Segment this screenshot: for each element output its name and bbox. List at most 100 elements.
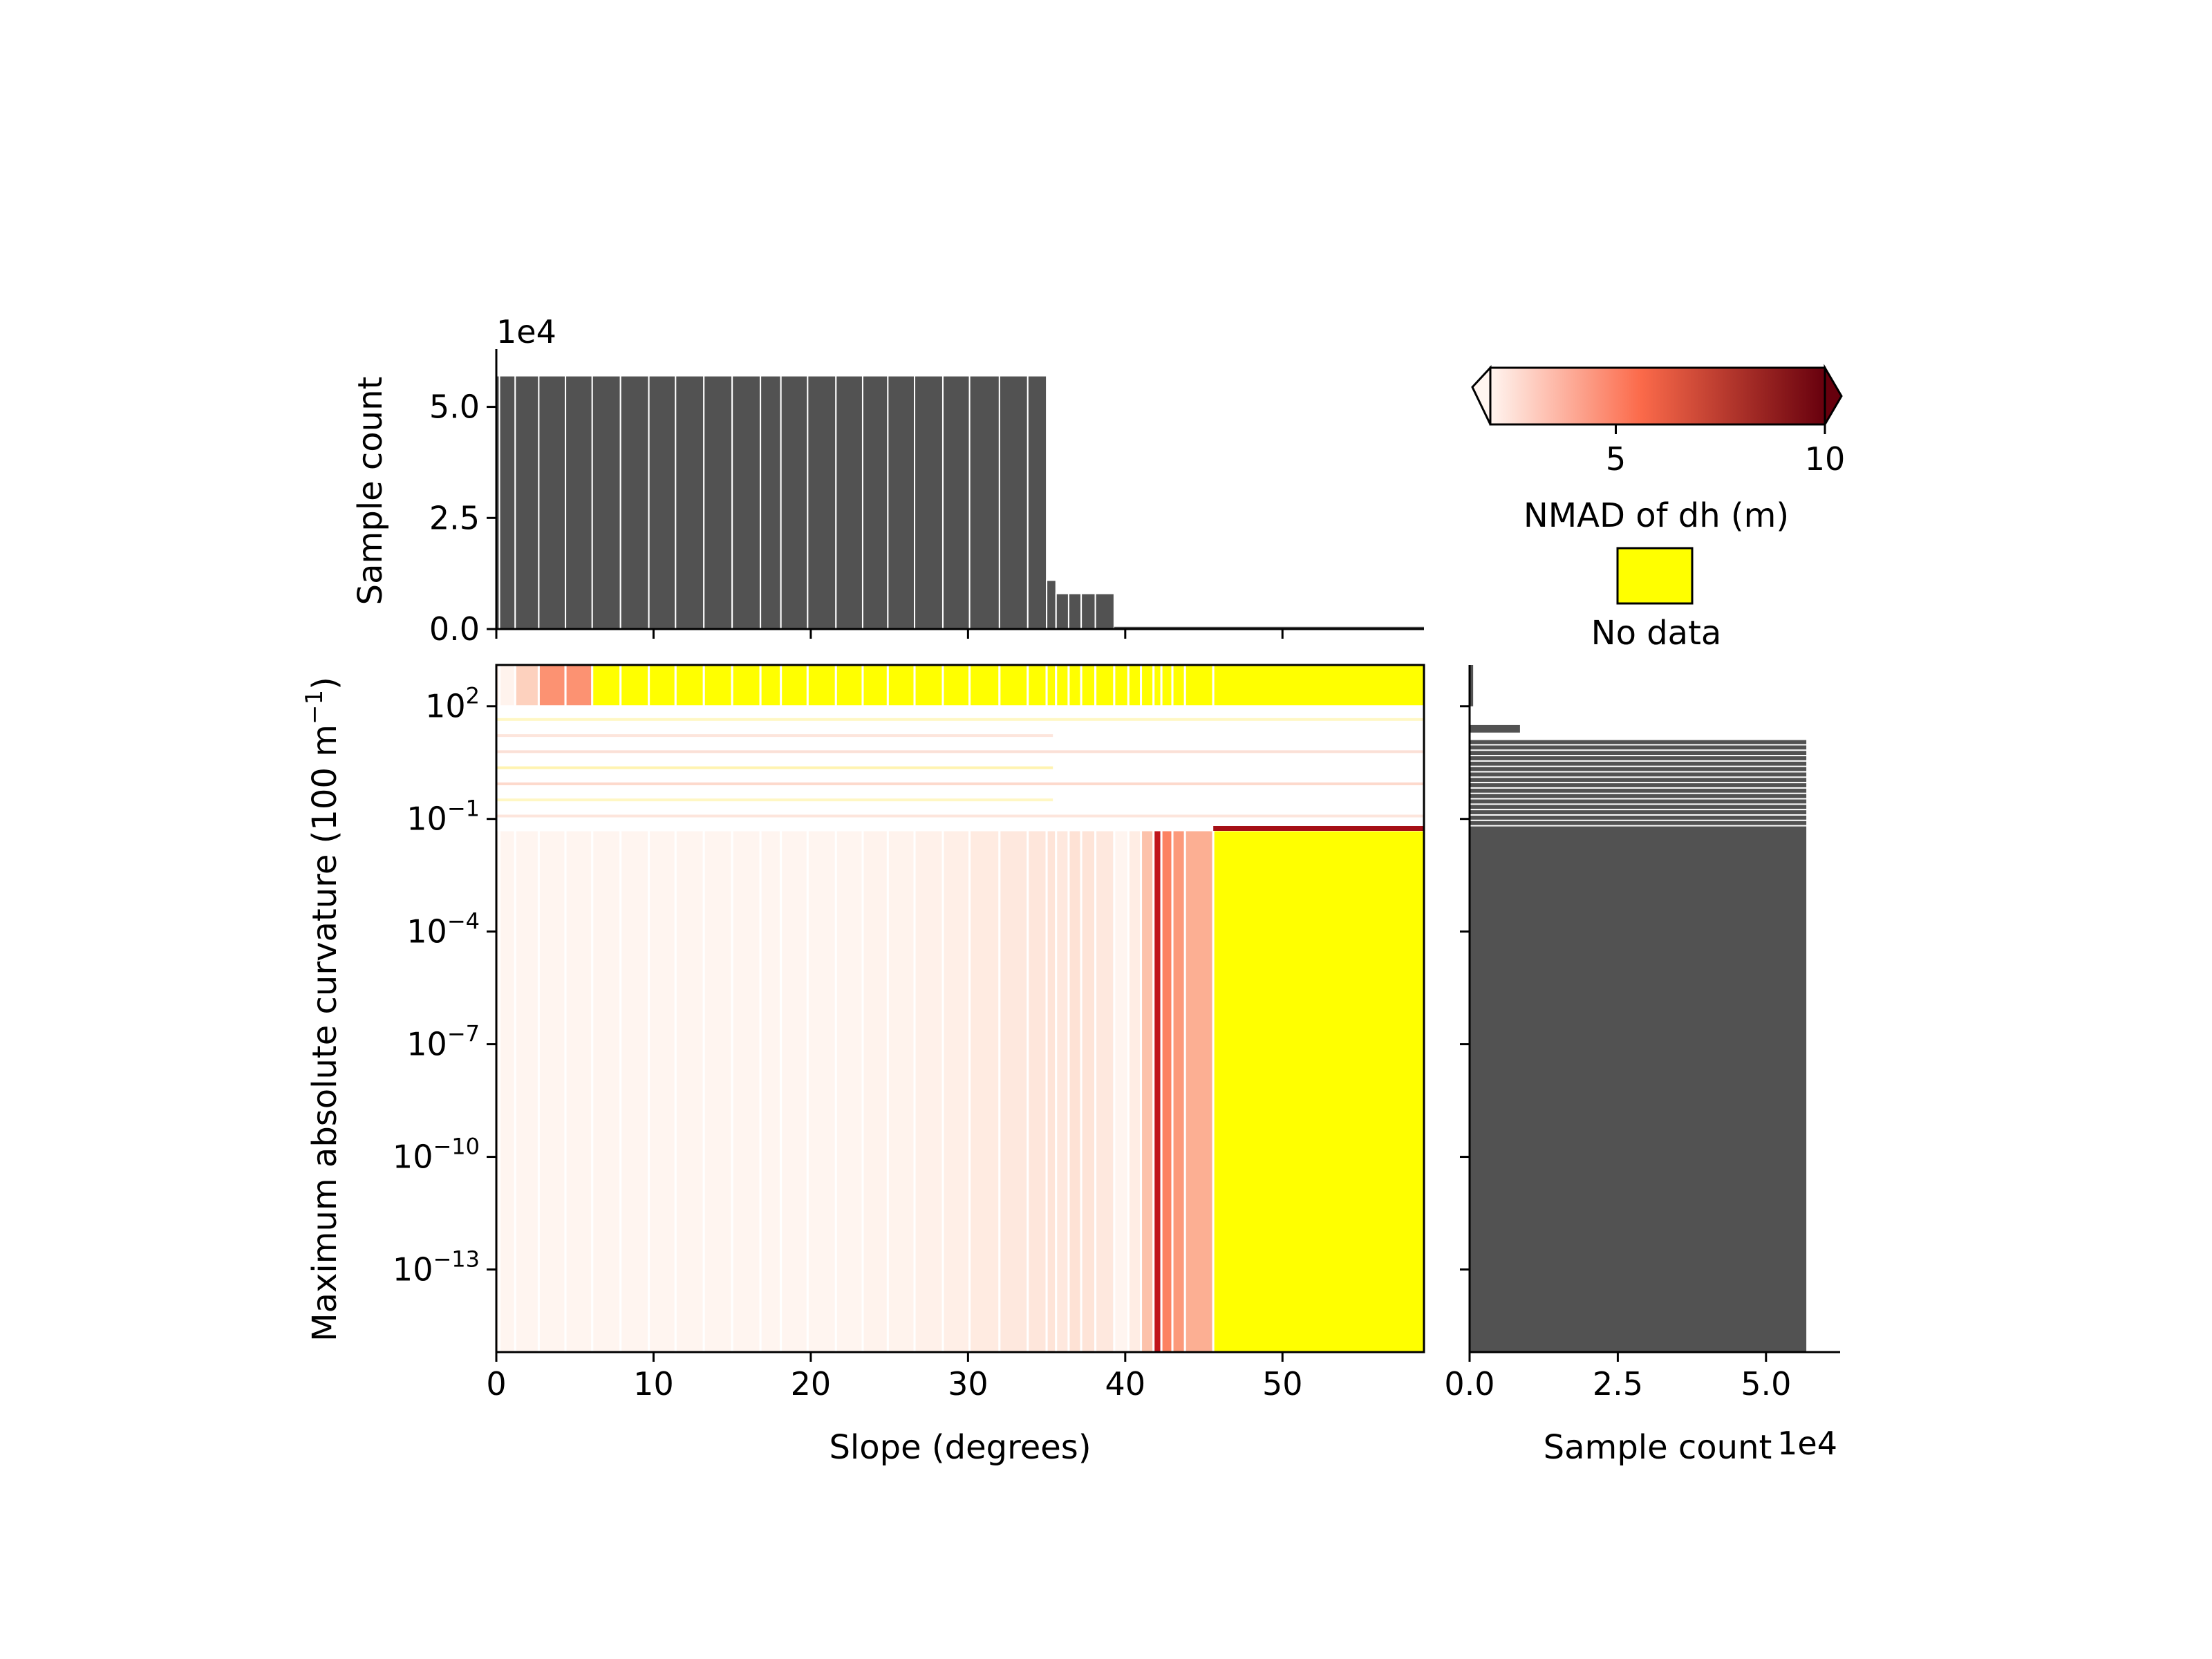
right-histogram-fringe-bar <box>1470 794 1807 798</box>
heatmap-cell-high <box>702 664 733 708</box>
colorbar-label: NMAD of dh (m) <box>1524 496 1789 535</box>
heatmap-cell-high <box>591 664 622 708</box>
nodata-label: No data <box>1591 614 1722 653</box>
heatmap-cell-high <box>1160 664 1174 708</box>
heatmap-cell-low <box>591 829 622 1353</box>
heatmap-cell-high <box>1212 664 1425 708</box>
heatmap-cell-low <box>1027 829 1048 1353</box>
right-histogram-fringe-bar <box>1470 751 1807 756</box>
heatmap-cell-low <box>968 829 1001 1353</box>
heatmap-cell-low <box>1183 829 1215 1353</box>
colorbar-extend-low <box>1471 365 1492 425</box>
heatmap-cell-low <box>806 829 837 1353</box>
top-histogram-ylabel: Sample count <box>351 377 390 606</box>
heatmap-cell-high <box>1045 664 1058 708</box>
right-histogram-offset-label: 1e4 <box>1777 1425 1837 1462</box>
top-histogram-bar <box>760 375 782 630</box>
heatmap-cell-low <box>1055 829 1070 1353</box>
heatmap-ytick-exponent: −7 <box>447 1021 480 1047</box>
heatmap-cell-low <box>674 829 705 1353</box>
heatmap-cell-low <box>702 829 733 1353</box>
heatmap-cell-low <box>1113 829 1130 1353</box>
right-histogram-xlabel: Sample count <box>1544 1428 1772 1467</box>
heatmap-cell-low <box>1160 829 1174 1353</box>
heatmap-ytick-exponent: −10 <box>433 1134 480 1160</box>
top-histogram-bar <box>1055 592 1069 630</box>
top-histogram-bars <box>496 375 1424 630</box>
heatmap-xtick-label: 0 <box>486 1365 506 1403</box>
right-histogram: 0.0 2.5 5.0 Sample count 1e4 <box>1444 665 1840 1467</box>
heatmap-cell-high <box>1183 664 1215 708</box>
top-histogram-bar <box>1027 375 1048 630</box>
top-histogram-bar <box>619 375 650 630</box>
heatmap-cell-high <box>913 664 944 708</box>
heatmap-cell-high <box>968 664 1001 708</box>
right-histogram-fringe-bar <box>1470 799 1807 804</box>
right-histogram-fringe-bar <box>1470 772 1807 777</box>
right-histogram-fringe-bar <box>1470 767 1807 771</box>
heatmap-cell-low <box>1171 829 1186 1353</box>
heatmap-cell-high <box>861 664 889 708</box>
right-histogram-fringe-bar <box>1470 740 1807 744</box>
colorbar-gradient <box>1489 366 1826 426</box>
top-histogram-bar <box>1046 579 1057 630</box>
heatmap-cell-low <box>780 829 809 1353</box>
heatmap-cell-low <box>1045 829 1058 1353</box>
top-histogram-bar <box>835 375 863 630</box>
right-histogram-fringe-bar <box>1470 778 1807 782</box>
top-histogram-bar <box>498 375 516 630</box>
right-histogram-fringe-bar <box>1470 788 1807 793</box>
nodata-swatch <box>1616 547 1694 605</box>
heatmap-xtick-label: 20 <box>791 1365 832 1403</box>
heatmap-ytick-label: 10−7 <box>406 1021 480 1063</box>
heatmap-cell-low <box>514 829 540 1353</box>
heatmap-cell-low <box>1067 829 1082 1353</box>
heatmap-streak <box>496 798 1053 802</box>
heatmap-cell-high <box>1127 664 1143 708</box>
heatmap-cell-high <box>1094 664 1116 708</box>
heatmap-ytick-base: 10 <box>425 688 466 725</box>
top-histogram-bar <box>648 375 677 630</box>
top-histogram-bar <box>1094 592 1115 630</box>
top-histogram-bar <box>703 375 733 630</box>
top-histogram-tail-bars <box>1114 626 1424 629</box>
heatmap-cell-low <box>1094 829 1116 1353</box>
heatmap-xtick-label: 30 <box>948 1365 988 1403</box>
heatmap-cell-high <box>619 664 650 708</box>
top-histogram-ytick-label: 5.0 <box>429 388 480 426</box>
right-histogram-fringe-bar <box>1470 810 1807 814</box>
top-histogram-bar <box>914 375 944 630</box>
top-histogram-bar <box>591 375 621 630</box>
heatmap-cells <box>495 664 1425 1353</box>
top-histogram-bar <box>941 375 971 630</box>
heatmap-cell-high <box>1027 664 1048 708</box>
heatmap-cell-high <box>941 664 971 708</box>
right-histogram-small-bar <box>1470 665 1474 706</box>
top-histogram-bar <box>780 375 809 630</box>
heatmap-cell-high <box>780 664 809 708</box>
top-histogram-bar <box>565 375 593 630</box>
top-histogram-bar <box>514 375 540 630</box>
heatmap-cell-low <box>861 829 889 1353</box>
heatmap-cell-high <box>674 664 705 708</box>
heatmap-cell-high <box>731 664 762 708</box>
heatmap-cell-low <box>941 829 971 1353</box>
heatmap-cell-low <box>1140 829 1155 1353</box>
heatmap-cell-high <box>998 664 1029 708</box>
heatmap-cell-low <box>998 829 1029 1353</box>
heatmap-streak <box>496 734 1053 738</box>
heatmap-cell-low <box>834 829 864 1353</box>
heatmap-frame <box>495 664 1425 1353</box>
heatmap-ytick-exponent: −13 <box>433 1246 480 1273</box>
heatmap-ytick-label: 102 <box>425 683 480 725</box>
heatmap-xtick-label: 50 <box>1262 1365 1303 1403</box>
colorbar-tick-label: 10 <box>1805 440 1846 478</box>
top-histogram: 0.0 2.5 5.0 1e4 Sample count <box>351 313 1424 648</box>
heatmap-streak <box>496 782 1424 785</box>
heatmap-ytick-label: 10−1 <box>406 796 480 838</box>
heatmap-streak <box>496 718 1424 721</box>
top-histogram-bar <box>968 375 1000 630</box>
heatmap-ytick-base: 10 <box>393 1138 433 1176</box>
top-histogram-bar <box>1080 592 1096 630</box>
